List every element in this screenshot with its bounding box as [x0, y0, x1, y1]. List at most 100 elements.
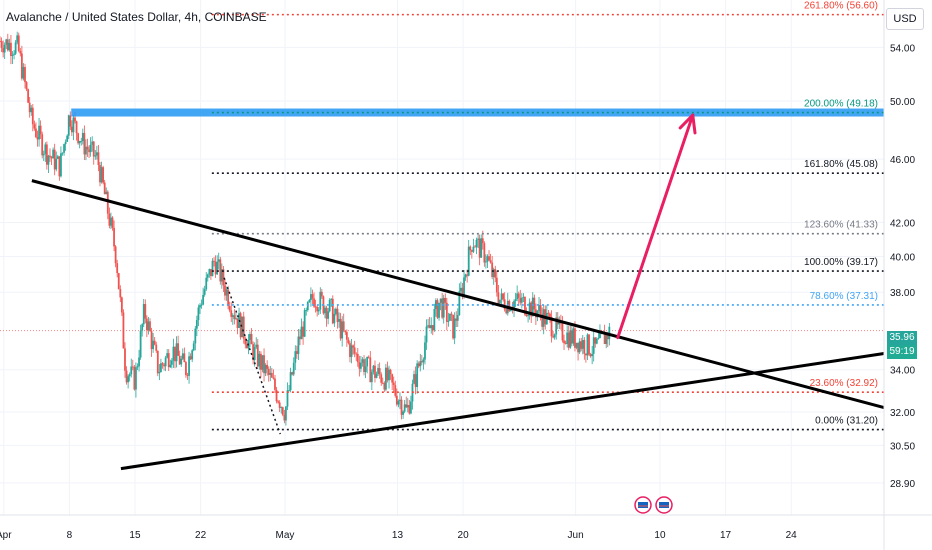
candle-body	[460, 287, 462, 292]
candle-body	[564, 343, 567, 344]
candle-body	[99, 165, 101, 183]
candle-body	[419, 361, 422, 367]
candle-body	[475, 239, 478, 248]
candle-body	[211, 260, 214, 277]
candle-body	[385, 367, 387, 390]
candle-body	[595, 338, 598, 344]
candle-body	[175, 343, 178, 362]
candle-body	[330, 298, 333, 300]
candle-body	[264, 364, 267, 374]
candle-body	[206, 274, 209, 278]
candle-body	[392, 382, 395, 386]
candle-body	[110, 217, 112, 226]
candle-body	[480, 238, 483, 258]
candle-body	[141, 324, 144, 331]
candle-body	[308, 300, 311, 302]
candle-body	[55, 158, 58, 170]
event-flag-body	[659, 502, 669, 508]
candle-body	[363, 359, 365, 372]
candle-body	[314, 306, 317, 308]
candle-body	[283, 414, 286, 421]
candle-body	[41, 134, 44, 156]
candle-body	[391, 374, 394, 383]
candle-body	[161, 363, 164, 365]
candle-body	[191, 350, 194, 360]
y-tick-label: 40.00	[890, 252, 915, 263]
candle-body	[278, 402, 281, 408]
candle-body	[541, 313, 544, 327]
candle-body	[64, 141, 67, 145]
candle-body	[70, 126, 73, 133]
candle-body	[372, 365, 375, 372]
candle-body	[50, 156, 53, 159]
y-tick-label: 54.00	[890, 43, 915, 54]
candle-body	[425, 326, 428, 343]
candle-body	[263, 355, 265, 374]
candle-body	[131, 366, 134, 368]
candle-body	[202, 294, 205, 305]
candle-body	[105, 191, 108, 195]
candle-body	[169, 364, 172, 368]
currency-button[interactable]: USD	[886, 8, 924, 30]
candle-body	[350, 345, 353, 358]
candle-body	[395, 395, 398, 405]
candle-body	[42, 153, 45, 156]
grid	[0, 0, 884, 515]
y-tick-label: 28.90	[890, 479, 915, 490]
candle-body	[136, 366, 139, 368]
candle-body	[270, 372, 273, 378]
candle-body	[552, 336, 554, 338]
candle-body	[500, 293, 503, 300]
y-tick-label: 50.00	[890, 97, 915, 108]
candle-body	[3, 44, 6, 53]
candle-body	[174, 346, 176, 362]
candle-body	[13, 53, 15, 55]
candle-body	[185, 362, 187, 376]
candles	[0, 31, 611, 426]
candle-body	[467, 246, 470, 276]
candle-body	[135, 367, 137, 390]
candle-body	[19, 50, 22, 54]
upper-trendline	[31, 179, 885, 410]
candle-body	[5, 39, 8, 45]
candle-body	[352, 345, 355, 348]
candle-body	[0, 41, 3, 48]
candle-body	[300, 326, 303, 340]
candle-body	[516, 293, 519, 300]
candle-body	[531, 297, 534, 317]
candle-body	[245, 344, 248, 349]
candle-body	[606, 333, 609, 340]
candle-body	[153, 340, 156, 345]
candle-body	[502, 293, 504, 300]
candle-body	[225, 289, 228, 296]
candle-body	[533, 297, 536, 310]
candle-body	[288, 390, 290, 392]
candle-body	[58, 156, 61, 177]
candle-body	[285, 406, 287, 421]
candle-body	[133, 366, 136, 390]
candle-body	[16, 35, 19, 43]
candle-body	[311, 294, 314, 299]
candle-body	[294, 351, 297, 363]
candle-body	[24, 67, 26, 83]
candle-body	[525, 314, 528, 317]
candle-body	[297, 336, 300, 354]
candle-body	[31, 107, 34, 125]
candle-body	[292, 362, 295, 375]
lower-trendline	[120, 352, 885, 471]
candle-body	[89, 144, 92, 153]
candle-body	[195, 319, 198, 329]
candle-body	[538, 305, 540, 311]
candle-body	[380, 374, 383, 383]
candle-body	[408, 405, 411, 414]
y-tick-label: 32.00	[890, 408, 915, 419]
candle-body	[108, 213, 111, 226]
candle-body	[230, 310, 233, 317]
candle-body	[241, 316, 244, 338]
candle-body	[27, 89, 30, 103]
candle-body	[375, 373, 378, 378]
candle-body	[495, 277, 498, 293]
candle-body	[574, 328, 576, 348]
candle-body	[219, 259, 222, 282]
